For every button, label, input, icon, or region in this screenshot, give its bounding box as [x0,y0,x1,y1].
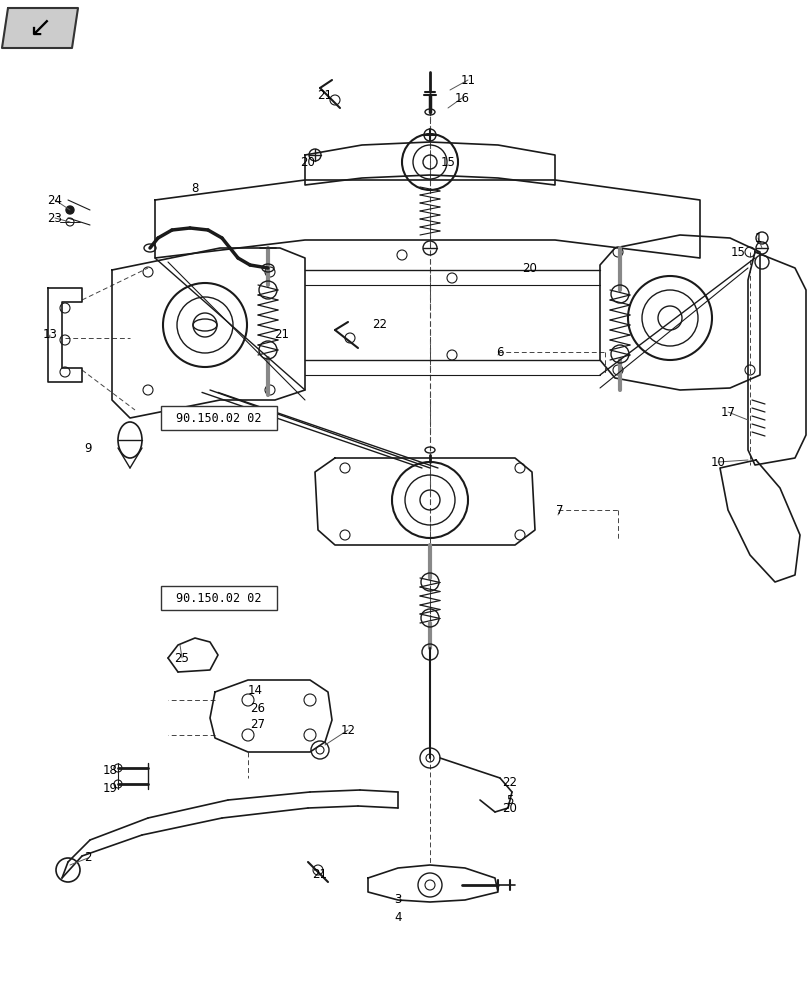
FancyBboxPatch shape [161,406,277,430]
Polygon shape [2,8,78,48]
Text: 24: 24 [47,194,62,207]
Text: 2: 2 [84,851,92,864]
Text: 90.150.02 02: 90.150.02 02 [176,591,261,604]
Text: 21: 21 [317,89,332,102]
Text: 27: 27 [250,718,265,731]
Text: 17: 17 [719,406,735,418]
Text: 14: 14 [247,684,262,696]
Text: 20: 20 [300,156,315,169]
Text: 20: 20 [522,261,537,274]
Text: 21: 21 [274,328,290,342]
Text: 20: 20 [502,801,517,814]
Text: 4: 4 [394,911,401,924]
Text: 90.150.02 02: 90.150.02 02 [176,412,261,424]
Text: 23: 23 [48,212,62,225]
Text: 15: 15 [730,245,744,258]
Text: 22: 22 [372,318,387,332]
Text: 19: 19 [102,782,118,794]
Text: 1: 1 [753,232,761,244]
Text: 13: 13 [42,328,58,342]
FancyBboxPatch shape [161,586,277,610]
Text: 7: 7 [556,504,563,516]
Text: 10: 10 [710,456,724,468]
Text: 6: 6 [496,346,503,359]
Text: 25: 25 [174,652,189,664]
Text: 22: 22 [502,776,517,788]
Text: 18: 18 [102,764,118,776]
Circle shape [66,206,74,214]
Text: 3: 3 [394,894,401,906]
Text: 12: 12 [340,723,355,736]
Text: 5: 5 [506,793,513,806]
Text: 8: 8 [191,182,199,195]
Text: 21: 21 [312,868,327,882]
Text: 11: 11 [460,74,475,87]
Text: 9: 9 [84,442,92,454]
Text: 26: 26 [250,702,265,714]
Text: 16: 16 [454,92,469,105]
Text: ↙: ↙ [28,14,52,42]
Text: 15: 15 [440,156,455,169]
